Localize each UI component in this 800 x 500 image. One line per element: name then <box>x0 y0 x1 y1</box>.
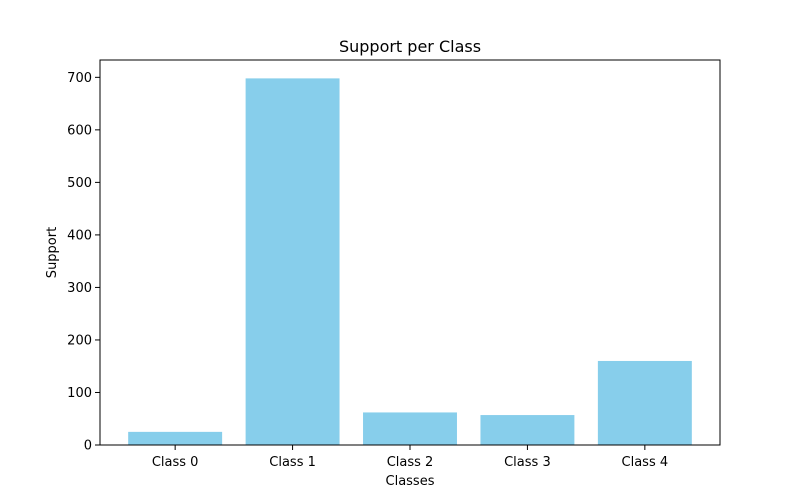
y-tick-label: 300 <box>67 281 92 296</box>
x-tick-label: Class 1 <box>269 455 316 470</box>
bar-class-4 <box>597 360 692 445</box>
x-axis-label: Classes <box>386 474 435 489</box>
chart-title: Support per Class <box>339 37 481 56</box>
y-tick-label: 400 <box>67 228 92 243</box>
x-tick-label: Class 0 <box>152 455 199 470</box>
y-tick-label: 0 <box>84 439 92 454</box>
x-tick-label: Class 2 <box>387 455 434 470</box>
x-tick-label: Class 3 <box>504 455 551 470</box>
x-axis: Class 0 Class 1 Class 2 Class 3 Class 4 <box>152 445 668 470</box>
x-tick-label: Class 4 <box>622 455 669 470</box>
y-axis: 0 100 200 300 400 500 600 700 <box>67 71 100 454</box>
bar-class-3 <box>480 415 575 445</box>
y-tick-label: 100 <box>67 386 92 401</box>
bar-class-0 <box>128 431 223 445</box>
y-axis-label: Support <box>45 227 60 278</box>
y-tick-label: 600 <box>67 123 92 138</box>
y-tick-label: 500 <box>67 176 92 191</box>
bar-class-2 <box>363 412 457 445</box>
y-tick-label: 700 <box>67 71 92 86</box>
bar-class-1 <box>245 78 340 445</box>
y-tick-label: 200 <box>67 333 92 348</box>
bars-group <box>128 78 692 445</box>
